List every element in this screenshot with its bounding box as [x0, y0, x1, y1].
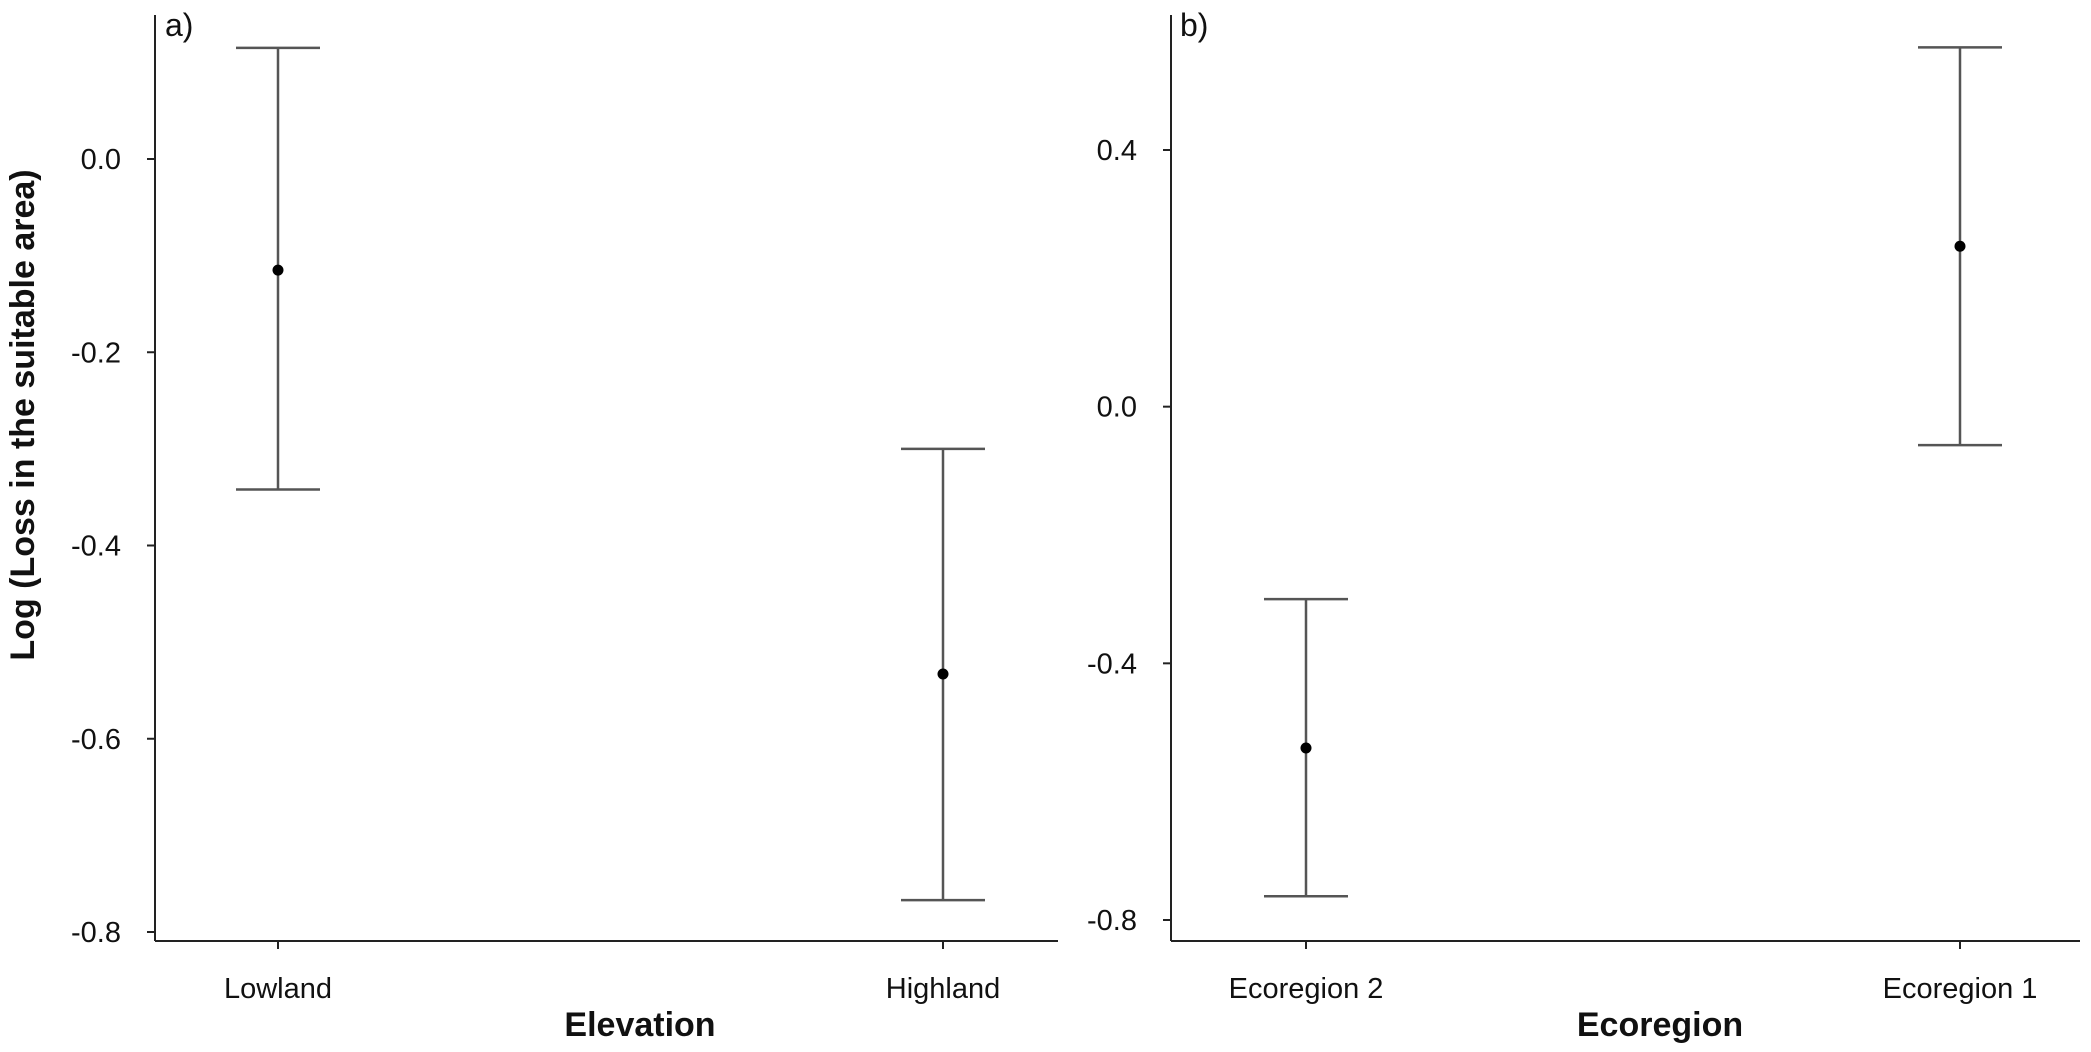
mean-point: [1300, 742, 1312, 754]
mean-point: [1954, 240, 1966, 252]
x-tick-label: Highland: [886, 973, 1000, 1005]
y-tick-label: -0.8: [1087, 905, 1137, 937]
mean-point: [937, 668, 949, 680]
x-tick-label: Ecoregion 2: [1229, 973, 1384, 1005]
y-tick-label: -0.8: [71, 917, 121, 949]
panel-label: b): [1180, 7, 1208, 43]
y-tick-label: -0.6: [71, 724, 121, 756]
panel-label: a): [165, 7, 193, 43]
y-tick-label: 0.0: [81, 144, 121, 176]
x-axis-title: Elevation: [564, 1006, 715, 1044]
x-axis-title: Ecoregion: [1577, 1006, 1743, 1044]
y-tick-label: -0.4: [1087, 648, 1137, 680]
mean-point: [272, 264, 284, 276]
y-axis-title: Log (Loss in the suitable area): [4, 169, 42, 660]
y-tick-label: -0.4: [71, 531, 121, 563]
x-tick-label: Ecoregion 1: [1883, 973, 2038, 1005]
x-tick-label: Lowland: [224, 973, 332, 1005]
y-tick-label: -0.2: [71, 337, 121, 369]
y-tick-label: 0.4: [1097, 135, 1137, 167]
y-tick-label: 0.0: [1097, 392, 1137, 424]
